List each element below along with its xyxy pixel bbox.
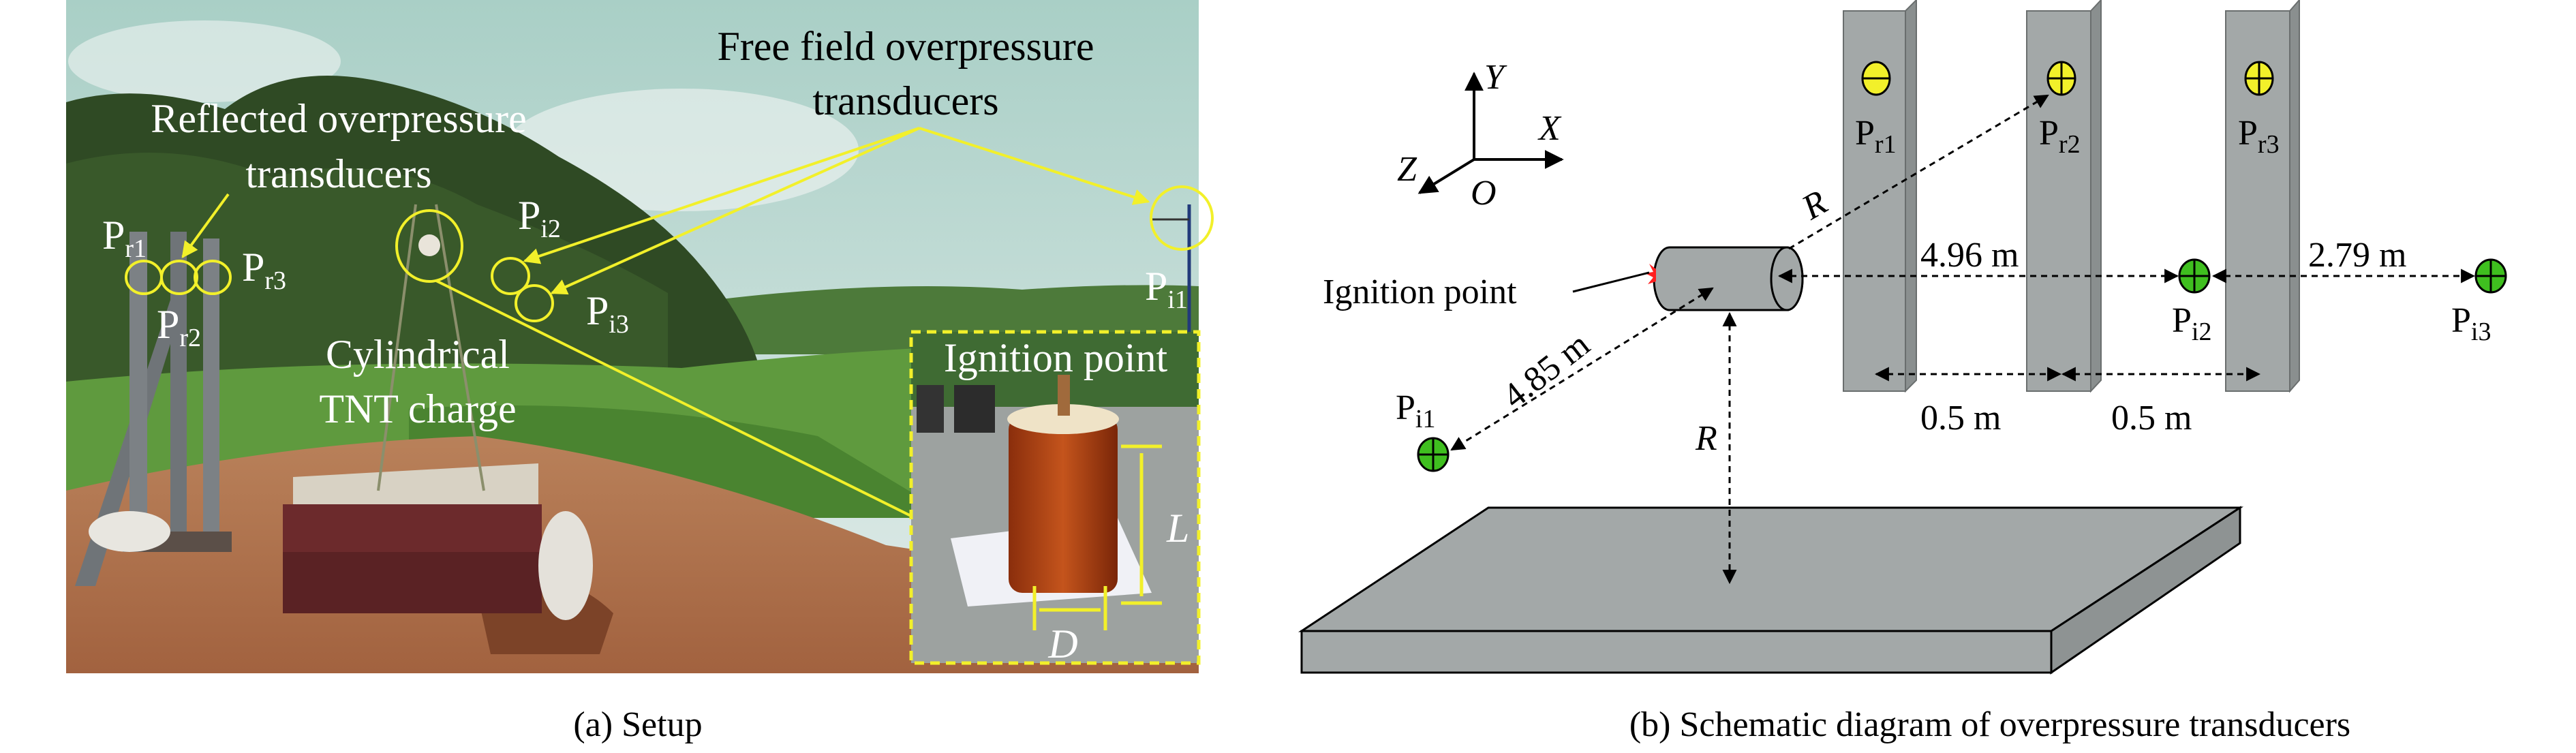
reflected-label-2: transducers: [245, 151, 431, 196]
photo-labels: Free field overpressure transducers Refl…: [102, 24, 1189, 666]
photo-annotations: [125, 127, 1214, 530]
setup-photo: [66, 0, 1199, 673]
spacing-0-5-second: 0.5 m: [2111, 399, 2192, 437]
photo-pi2-label: Pi2: [518, 193, 561, 243]
charge-label-1: Cylindrical: [326, 332, 510, 377]
pi2-sensor-icon: [2178, 258, 2211, 294]
axis-y-label: Y: [1484, 58, 1507, 97]
coordinate-axes: [1417, 72, 1564, 194]
photo-pr3-label: Pr3: [242, 245, 286, 295]
pr3-sensor-icon: [2244, 61, 2274, 96]
caption-b: (b) Schematic diagram of overpressure tr…: [1629, 705, 2350, 744]
charge-marker: [395, 209, 463, 283]
ignition-point-label: Ignition point: [1323, 273, 1517, 311]
axis-z-label: Z: [1397, 150, 1417, 189]
free-field-label-1: Free field overpressure: [717, 24, 1094, 69]
pi3-label: Pi3: [2451, 301, 2491, 346]
spacing-0-5-first: 0.5 m: [1920, 399, 2001, 437]
distance-2-79: 2.79 m: [2308, 236, 2406, 275]
pi3-marker: [515, 284, 554, 322]
caption-a: (a) Setup: [573, 705, 702, 744]
charge-support-box: [283, 204, 593, 620]
ground-slab: [1298, 506, 2244, 675]
axis-origin-label: O: [1471, 174, 1497, 213]
pr2-sensor-icon: [2046, 61, 2076, 96]
pr3-label: Pr3: [2238, 114, 2280, 159]
pi2-label: Pi2: [2172, 301, 2211, 346]
photo-pr1-label: Pr1: [102, 213, 147, 263]
reflecting-walls: [1843, 0, 2300, 393]
ignition-spark-icon: [1645, 264, 1656, 284]
diameter-symbol: D: [1047, 621, 1077, 666]
reflecting-frame: [75, 232, 232, 586]
distance-4-96: 4.96 m: [1920, 236, 2019, 275]
pi1-sensor-icon: [1417, 437, 1450, 472]
photo-pi1-label: Pi1: [1145, 264, 1188, 314]
ignition-inset: [909, 330, 1201, 665]
pr1-label: Pr1: [1855, 114, 1897, 159]
dim-charge-pi1: [1450, 287, 1714, 451]
distance-4-85: 4.85 m: [1496, 325, 1597, 416]
pi1-label: Pi1: [1396, 388, 1435, 433]
pi2-marker: [491, 257, 530, 295]
schematic: Y X Z O Ignition point 4.96 m 2.79 m 0.5…: [1298, 0, 2507, 675]
length-symbol: L: [1166, 506, 1189, 551]
standoff-r-label: R: [1795, 183, 1834, 228]
photo-pi3-label: Pi3: [586, 288, 629, 339]
tnt-charge: [1009, 416, 1118, 593]
dim-standoff-reflected: [1788, 94, 2049, 250]
height-r-label: R: [1695, 419, 1717, 458]
pr2-label: Pr2: [2039, 114, 2081, 159]
inset-ignition-label: Ignition point: [944, 335, 1168, 380]
free-field-label-2: transducers: [812, 78, 998, 123]
pr2-marker: [160, 260, 198, 295]
pr3-marker: [194, 260, 232, 295]
reflected-label-1: Reflected overpressure: [151, 96, 526, 141]
cylindrical-charge: [1645, 246, 1804, 311]
pi1-marker: [1150, 185, 1214, 251]
ignition-leader-line: [1572, 271, 1650, 293]
pr1-sensor-icon: [1861, 61, 1891, 96]
pi3-sensor-icon: [2474, 258, 2507, 294]
axis-x-label: X: [1537, 109, 1562, 148]
charge-label-2: TNT charge: [319, 386, 516, 431]
photo-pr2-label: Pr2: [157, 302, 201, 352]
